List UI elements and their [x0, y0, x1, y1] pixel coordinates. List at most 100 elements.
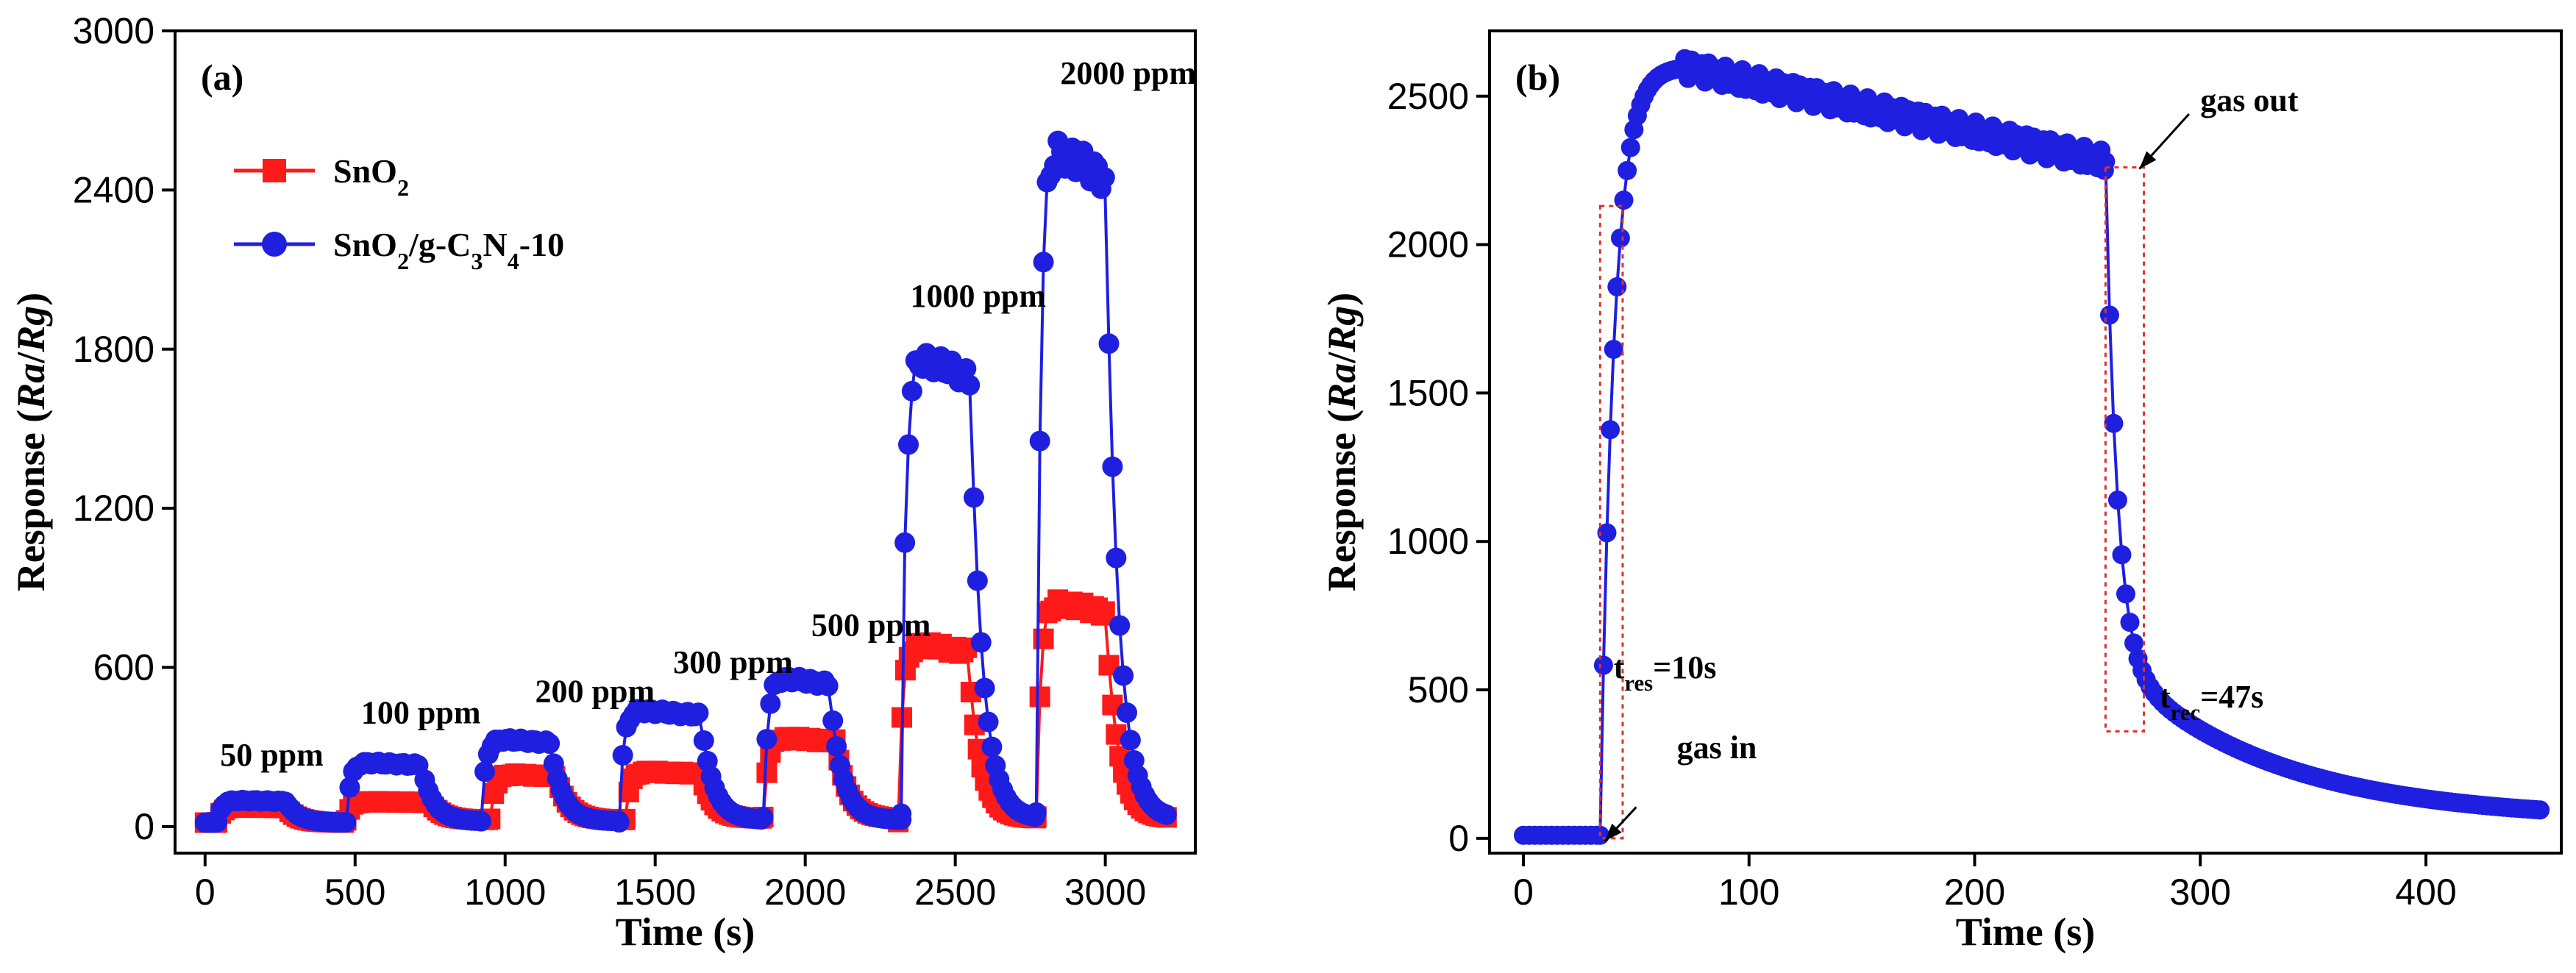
x-tick-label: 2000: [764, 872, 846, 913]
annotation: 200 ppm: [536, 673, 655, 709]
data-point: [1109, 615, 1131, 636]
data-point: [2116, 584, 2135, 604]
data-point: [822, 710, 844, 731]
text-part: 2: [397, 248, 409, 274]
y-tick-label: 2400: [73, 169, 154, 210]
data-point: [1604, 339, 1623, 359]
arrow-head: [1604, 823, 1622, 841]
data-point: [2112, 545, 2132, 565]
y-tick-label: 1800: [73, 329, 154, 370]
data-point: [539, 733, 561, 755]
text-part: =10s: [1653, 649, 1716, 685]
data-point: [2099, 305, 2119, 325]
x-tick-label: 400: [2395, 872, 2456, 913]
text-part: t: [2160, 679, 2171, 715]
data-point: [1597, 523, 1617, 543]
data-point: [967, 570, 988, 591]
data-point: [1106, 547, 1127, 569]
x-tick-label: 500: [324, 872, 385, 913]
text-part: 4: [508, 248, 519, 274]
data-point: [688, 702, 709, 724]
annotation: 2000 ppm: [1060, 55, 1196, 91]
annotation: 1000 ppm: [910, 278, 1046, 314]
text-part: rec: [2171, 700, 2200, 725]
text-part: SnO: [333, 226, 397, 263]
data-point: [1102, 456, 1123, 477]
data-point: [1116, 702, 1137, 724]
data-point: [956, 358, 977, 379]
data-point: [1098, 333, 1120, 354]
data-point: [2107, 491, 2127, 510]
x-tick-label: 100: [1718, 872, 1779, 913]
annotation: 50 ppm: [220, 737, 324, 773]
chart-panel-a: 0 500 1000 1500 2000 2500 3000 0 600 1200 1800 2400…: [9, 10, 1197, 954]
text-part: /g-C: [408, 226, 471, 263]
data-point: [959, 374, 981, 396]
y-tick-label: 3000: [73, 10, 154, 51]
data-point: [1618, 160, 1637, 180]
series-0: [1514, 49, 2550, 845]
y-axis-title-part: Rg: [9, 306, 53, 353]
annotation: tres=10s: [1614, 649, 1717, 696]
data-point: [752, 807, 774, 828]
x-tick-label: 200: [1944, 872, 2005, 913]
y-tick-label: 600: [93, 647, 154, 688]
data-point: [1029, 430, 1050, 452]
data-point: [978, 711, 999, 733]
data-point: [471, 810, 492, 832]
data-point: [974, 677, 995, 699]
x-tick-label: 2500: [914, 872, 996, 913]
y-axis-title-part: Response (: [9, 410, 53, 592]
x-tick-label: 1000: [464, 872, 546, 913]
data-point: [693, 730, 714, 751]
data-point: [1029, 686, 1050, 708]
text-part: SnO: [333, 152, 397, 190]
annotation: gas out: [2200, 82, 2299, 118]
data-point: [2124, 633, 2144, 653]
data-point: [963, 487, 984, 508]
annotation: 500 ppm: [811, 607, 931, 643]
data-point: [335, 812, 357, 833]
data-point: [817, 675, 839, 696]
data-point: [981, 736, 1003, 758]
annotation: 300 ppm: [673, 644, 793, 680]
text-part: N: [483, 226, 507, 263]
legend-marker: [263, 159, 286, 182]
data-point: [474, 761, 495, 783]
data-point: [339, 777, 360, 798]
data-point: [1610, 228, 1630, 248]
annotation: trec=47s: [2160, 679, 2263, 725]
x-tick-label: 300: [2170, 872, 2231, 913]
data-point: [1025, 802, 1047, 823]
text-part: =47s: [2200, 679, 2263, 715]
panel-label: (a): [201, 57, 243, 98]
text-part: 2: [397, 174, 409, 201]
y-tick-label: 2500: [1387, 76, 1469, 117]
series-1: [194, 130, 1177, 833]
data-point: [1120, 730, 1141, 751]
data-point: [612, 744, 633, 766]
y-axis-title-part: /: [1320, 352, 1364, 364]
x-tick-label: 1500: [614, 872, 696, 913]
x-tick-label: 0: [195, 872, 216, 913]
chart-panel-b: 0 100 200 300 400 0 500 1000 1500 2000 2500 Time (s…: [1320, 29, 2563, 954]
y-tick-label: 2000: [1387, 224, 1469, 265]
text-part: -10: [519, 226, 564, 263]
plot-area: [1514, 49, 2550, 845]
data-point: [608, 812, 630, 833]
data-point: [898, 434, 919, 455]
data-point: [1620, 138, 1640, 157]
x-axis-title: Time (s): [1956, 910, 2095, 954]
y-tick-label: 500: [1408, 669, 1469, 710]
data-point: [760, 693, 781, 714]
x-tick-label: 3000: [1064, 872, 1146, 913]
legend-label: SnO2/g-C3N4-10: [333, 226, 564, 274]
y-axis-title-part: Rg: [1320, 306, 1364, 353]
data-point: [970, 632, 992, 653]
text-part: 3: [471, 248, 483, 274]
plot-frame: [174, 29, 1197, 855]
data-point: [1033, 252, 1054, 273]
data-point: [1601, 420, 1620, 440]
